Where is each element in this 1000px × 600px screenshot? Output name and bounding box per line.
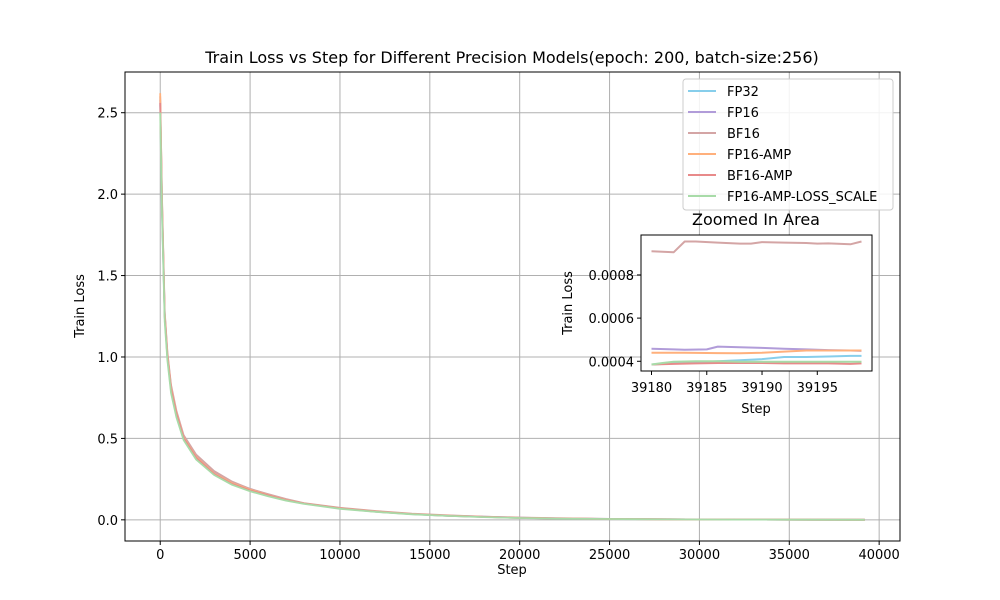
x-tick-label: 15000: [409, 548, 450, 563]
legend-label-fp16-amp-loss-scale: FP16-AMP-LOSS_SCALE: [727, 190, 877, 205]
main-x-axis: 0 5000 10000 15000 20000 25000 30000 35000 40000: [156, 541, 900, 563]
y-tick-label: 0.0: [97, 514, 118, 529]
main-y-axis: 0.0 0.5 1.0 1.5 2.0 2.5: [97, 107, 125, 529]
inset-x-axis-label: Step: [741, 402, 771, 417]
inset-y-tick-label: 0.0008: [589, 269, 635, 284]
series-line-fp16-amp-loss-scale: [159, 112, 865, 521]
legend-label-fp16-amp: FP16-AMP: [727, 148, 791, 163]
x-tick-label: 30000: [679, 548, 720, 563]
legend-label-fp16: FP16: [727, 106, 759, 121]
y-tick-label: 1.0: [97, 351, 118, 366]
inset-title: Zoomed In Area: [692, 210, 820, 229]
inset-y-tick-label: 0.0006: [589, 312, 635, 327]
legend-label-bf16: BF16: [727, 127, 760, 142]
x-tick-label: 10000: [319, 548, 360, 563]
x-tick-label: 35000: [769, 548, 810, 563]
x-tick-label: 20000: [499, 548, 540, 563]
y-tick-label: 2.5: [97, 107, 118, 122]
inset-x-tick-label: 39180: [631, 381, 672, 396]
inset-x-tick-label: 39195: [797, 381, 838, 396]
inset-y-axis-label: Train Loss: [561, 271, 576, 336]
inset-series-line-bf16-amp: [651, 362, 862, 366]
y-tick-label: 0.5: [97, 432, 118, 447]
x-tick-label: 5000: [234, 548, 267, 563]
inset-series-line-fp16-amp-loss-scale: [651, 360, 862, 366]
inset-x-tick-label: 39185: [686, 381, 727, 396]
legend: FP32 FP16 BF16 FP16-AMP BF16-AMP FP16-AMP-LOS…: [682, 78, 894, 211]
inset-plot-frame: [640, 234, 873, 372]
legend-box: [682, 78, 894, 211]
chart-title: Train Loss vs Step for Different Precisi…: [204, 48, 819, 67]
inset-x-axis: 39180 39185 39190 39195: [631, 371, 838, 396]
inset-series-line-bf16: [651, 240, 862, 254]
legend-label-fp32: FP32: [727, 85, 759, 100]
legend-label-bf16-amp: BF16-AMP: [727, 169, 792, 184]
y-tick-label: 1.5: [97, 270, 118, 285]
x-tick-label: 0: [156, 548, 164, 563]
inset-x-tick-label: 39190: [741, 381, 782, 396]
inset-series-line-fp16-amp: [651, 349, 862, 355]
x-tick-label: 25000: [589, 548, 630, 563]
inset-plot-area: [651, 240, 862, 366]
y-axis-label: Train Loss: [73, 274, 88, 339]
inset-y-tick-label: 0.0004: [589, 355, 635, 370]
inset-y-axis: 0.0004 0.0006 0.0008: [589, 269, 641, 370]
x-tick-label: 40000: [858, 548, 899, 563]
y-tick-label: 2.0: [97, 188, 118, 203]
x-axis-label: Step: [497, 563, 527, 578]
main-plot-frame: [124, 71, 901, 542]
main-plot-area: [159, 93, 865, 521]
